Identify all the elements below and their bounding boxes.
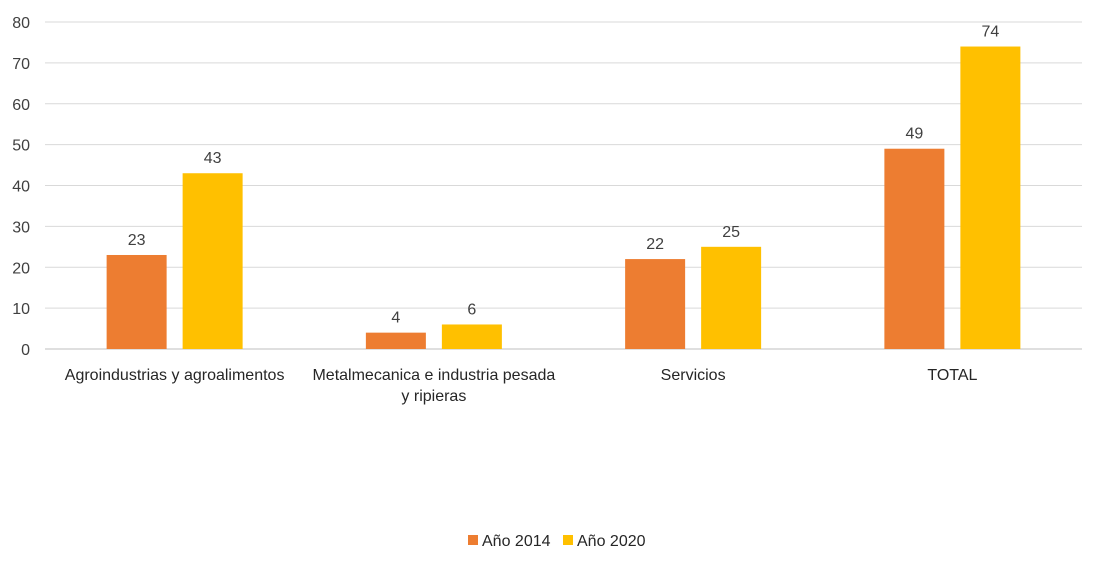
category-label: TOTAL: [927, 367, 977, 384]
y-tick-label: 60: [12, 97, 30, 114]
y-axis-tick-labels: 0 10 20 30 40 50 60 70 80: [12, 15, 30, 359]
y-tick-label: 30: [12, 219, 30, 236]
bar: [884, 148, 945, 349]
y-tick-label: 20: [12, 260, 30, 277]
category-label: Agroindustrias y agroalimentos: [65, 367, 285, 384]
data-label: 25: [722, 224, 740, 241]
legend: Año 2014 Año 2020: [468, 533, 646, 550]
data-labels: 23 43 4 6 22 25 49 74: [128, 24, 1000, 327]
legend-swatch: [563, 535, 573, 545]
category-label: y ripieras: [401, 388, 466, 405]
bar: [701, 246, 762, 349]
category-labels: Agroindustrias y agroalimentos Metalmecan…: [65, 367, 978, 405]
data-label: 49: [905, 126, 923, 143]
y-tick-label: 50: [12, 138, 30, 155]
category-label: Servicios: [661, 367, 726, 384]
y-tick-label: 80: [12, 15, 30, 32]
category-label: Metalmecanica e industria pesada: [312, 367, 555, 384]
bar: [365, 332, 426, 349]
bars: [106, 46, 1021, 350]
data-label: 4: [391, 310, 400, 327]
data-label: 22: [646, 236, 664, 253]
y-tick-label: 0: [21, 342, 30, 359]
data-label: 6: [467, 301, 476, 318]
y-tick-label: 40: [12, 179, 30, 196]
data-label: 74: [981, 24, 999, 41]
legend-label: Año 2014: [482, 533, 551, 550]
legend-swatch: [468, 535, 478, 545]
bar: [106, 254, 167, 349]
bar: [960, 46, 1021, 350]
bar: [625, 259, 686, 349]
data-label: 43: [204, 150, 222, 167]
bar: [441, 324, 502, 349]
y-tick-label: 10: [12, 301, 30, 318]
y-tick-label: 70: [12, 56, 30, 73]
data-label: 23: [128, 232, 146, 249]
bar: [182, 173, 243, 349]
legend-label: Año 2020: [577, 533, 646, 550]
